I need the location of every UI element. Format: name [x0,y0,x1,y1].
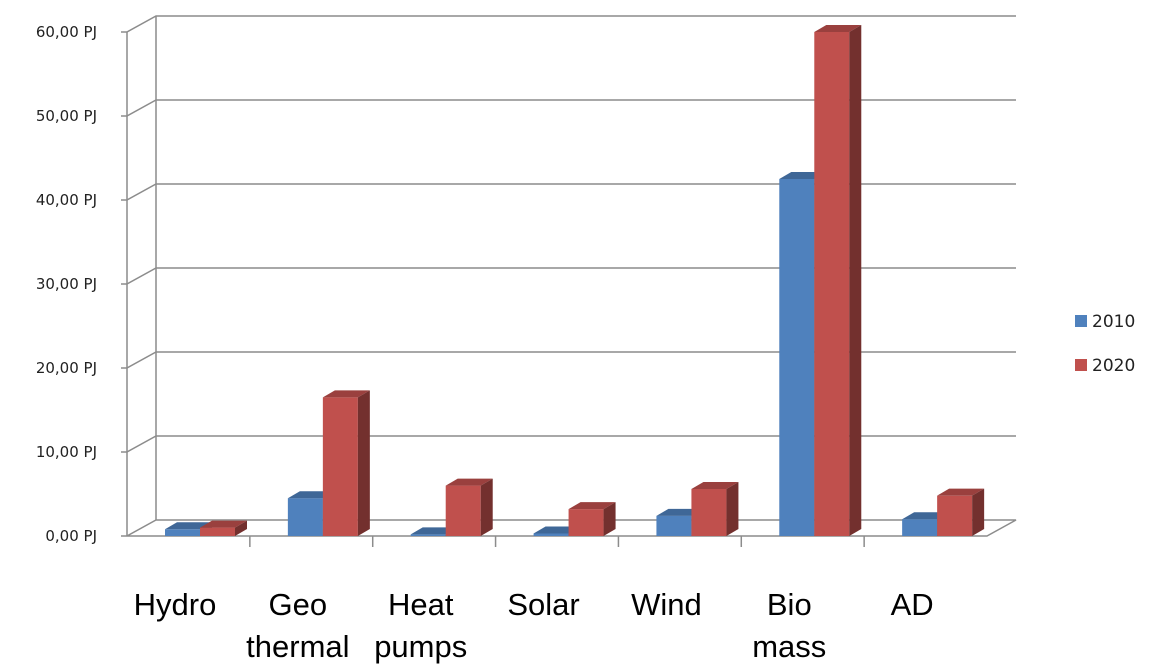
chart-walls [126,16,1017,537]
bar-side [603,502,616,536]
category-label: Solar [507,587,579,622]
legend-label-2010: 2010 [1092,312,1135,332]
gridline [126,267,1016,285]
category-label: Wind [631,587,702,622]
y-tick-label: 40,00 PJ [36,191,97,209]
category-label: thermal [246,629,349,664]
y-tick-label: 10,00 PJ [36,443,97,461]
bar-front [533,533,569,536]
bar-2020-geothermal [322,390,370,536]
y-tick-label: 0,00 PJ [45,527,97,545]
bar-front [568,509,604,536]
bar-front [779,179,815,536]
bar-front [691,488,727,536]
bar-front [445,485,481,536]
bar-front [814,32,850,536]
bar-front [410,534,446,536]
gridline [126,435,1016,453]
y-tick-label: 50,00 PJ [36,107,97,125]
bar-top [200,520,247,528]
bar-front [287,498,323,536]
category-label: Geo [269,587,328,622]
gridline [126,183,1016,201]
bar-top [937,488,985,496]
bar-front [322,397,358,536]
bar-top [322,390,370,398]
y-tick-label: 20,00 PJ [36,359,97,377]
category-labels: Hydro Geo thermal Heat pumps Solar Wind Bio mass… [134,587,934,664]
y-tick-label: 60,00 PJ [36,23,97,41]
bar-2020-hydro [200,520,247,536]
legend: 2010 2020 [1075,312,1135,376]
bar-2020-biomass [814,25,862,536]
bars [165,25,985,536]
bar-side [235,520,247,536]
legend-swatch-2010 [1075,315,1087,327]
bar-2020-solar [568,502,616,536]
bar-top [814,25,862,32]
bar-front [937,495,973,536]
bar-side [849,25,862,536]
bar-side [726,481,739,536]
gridlines [126,15,1016,453]
bar-front [656,515,692,536]
category-label: Hydro [134,587,217,622]
y-tick-label: 30,00 PJ [36,275,97,293]
bar-front [165,529,200,536]
bar-front [902,519,938,536]
legend-label-2020: 2020 [1092,356,1135,376]
bar-top [445,478,493,486]
category-label: Bio [767,587,812,622]
category-label: AD [891,587,934,622]
x-axis [249,536,865,547]
category-label: Heat [388,587,454,622]
gridline [126,351,1016,369]
bar-top [568,502,616,510]
bar-2020-ad [937,488,985,536]
gridline [126,99,1016,117]
gridline [126,15,1016,33]
bar-2020-heatpumps [445,478,493,536]
category-label: pumps [374,629,467,664]
bar-2020-wind [691,481,739,536]
bar-side [357,390,370,536]
category-label: mass [752,629,826,664]
bar-side [480,478,493,536]
bar-side [972,488,985,536]
y-axis: 0,00 PJ 10,00 PJ 20,00 PJ 30,00 PJ 40,00 PJ 5… [36,23,128,545]
bar-top [691,481,739,489]
legend-swatch-2020 [1075,359,1087,371]
bar-front [200,527,235,536]
